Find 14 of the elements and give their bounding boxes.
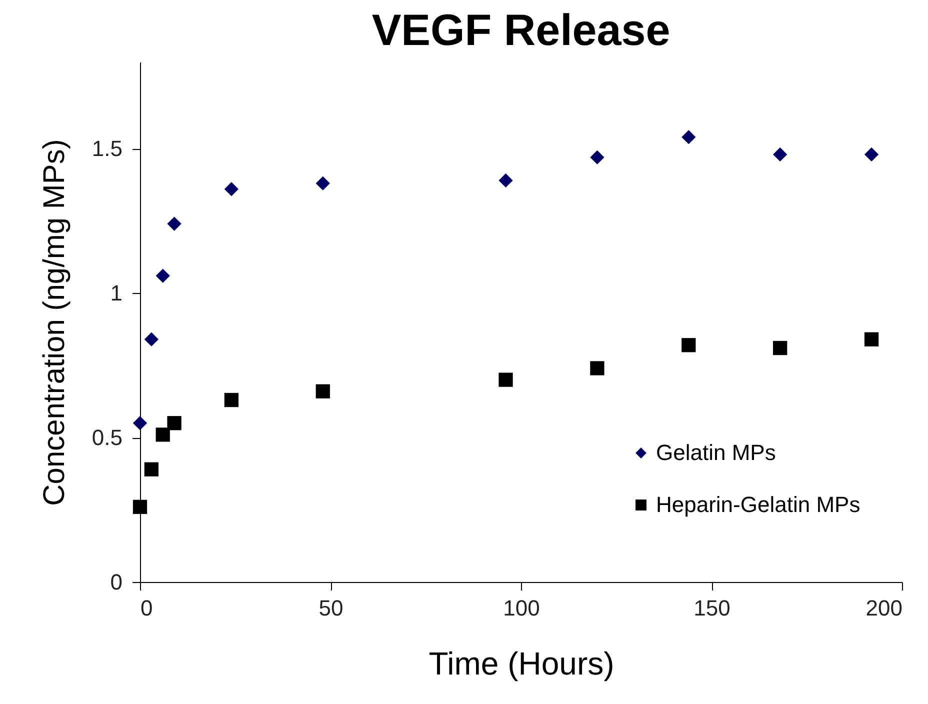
y-tick-label: 1.5 bbox=[92, 136, 122, 162]
x-axis-title: Time (Hours) bbox=[428, 646, 614, 682]
x-tick-label: 50 bbox=[318, 596, 344, 620]
y-tick-label: 0 bbox=[110, 570, 122, 594]
x-tick-label: 150 bbox=[694, 596, 730, 620]
y-tick-label: 0.5 bbox=[92, 425, 122, 450]
legend-label: Gelatin MPs bbox=[656, 440, 776, 465]
chart-title: VEGF Release bbox=[372, 6, 670, 55]
y-axis-title: Concentration (ng/mg MPs) bbox=[38, 139, 71, 506]
x-tick-label: 200 bbox=[866, 596, 902, 620]
x-tick-label: 0 bbox=[140, 596, 153, 620]
y-tick-label: 1 bbox=[110, 280, 122, 306]
x-tick-label: 100 bbox=[503, 596, 540, 620]
legend-label: Heparin-Gelatin MPs bbox=[656, 492, 860, 517]
